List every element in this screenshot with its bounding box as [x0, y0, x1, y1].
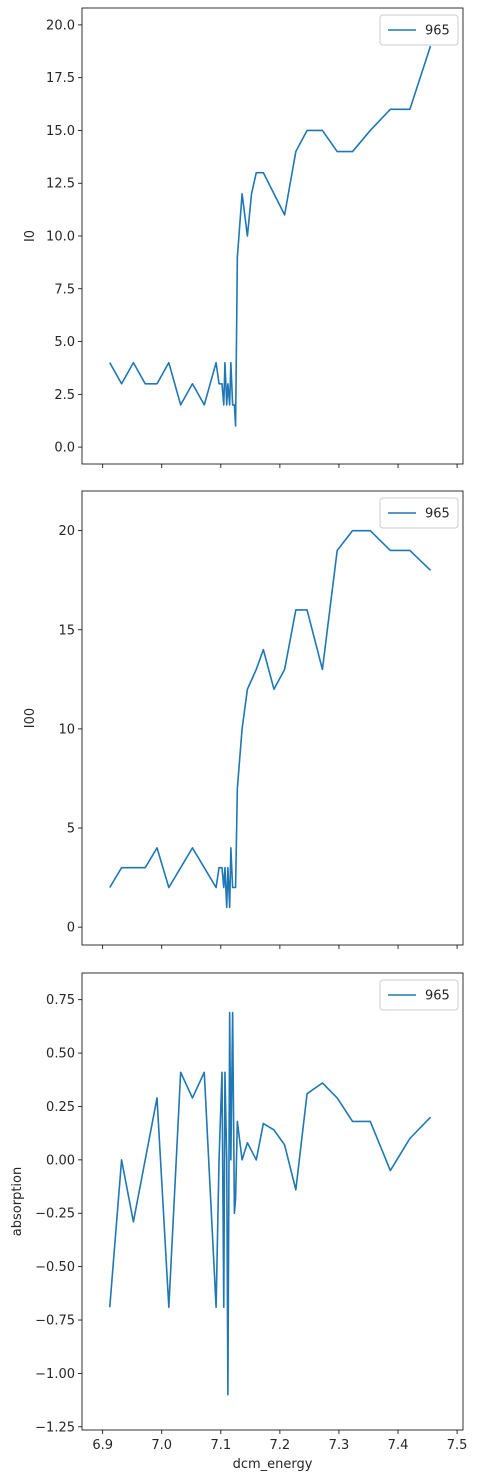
subplot-absorption: −1.25 −1.00 −0.75 −0.50 −0.25 0.00 0.25 0.50 0.7… — [10, 972, 468, 1472]
y-tick-label: 0.75 — [46, 993, 75, 1008]
legend: 965 — [379, 497, 459, 529]
legend-box — [379, 14, 459, 46]
axes-frame — [81, 490, 464, 946]
x-tick-label: 7.4 — [388, 1438, 409, 1453]
y-tick-label: −0.25 — [35, 1207, 75, 1222]
x-axis-label: dcm_energy — [233, 1457, 313, 1472]
y-tick-label: 10 — [58, 722, 75, 737]
legend-label: 965 — [425, 507, 450, 522]
y-tick-label: 17.5 — [46, 71, 75, 86]
x-tick-label: 7.5 — [447, 1438, 468, 1453]
legend: 965 — [379, 14, 459, 46]
y-tick-label: 0.00 — [46, 1153, 75, 1168]
y-tick-label: 5 — [67, 822, 75, 837]
y-axis-label: I0 — [23, 230, 38, 242]
axes-frame — [81, 972, 464, 1431]
x-tick-label: 6.9 — [92, 1438, 113, 1453]
legend: 965 — [379, 979, 459, 1011]
y-tick-label: 2.5 — [54, 388, 75, 403]
y-tick-label: 10.0 — [46, 230, 75, 245]
x-tick-label: 7.0 — [151, 1438, 172, 1453]
series-line-965 — [109, 529, 432, 909]
subplot-i00: 0 5 10 15 20 I00 965 — [23, 490, 464, 949]
legend-box — [379, 497, 459, 529]
y-tick-label: −1.25 — [35, 1420, 75, 1435]
series-line-965 — [109, 45, 432, 427]
y-tick-label: 0.25 — [46, 1100, 75, 1115]
y-tick-label: 15.0 — [46, 124, 75, 139]
axes-frame — [81, 7, 464, 465]
y-tick-label: −0.50 — [35, 1260, 75, 1275]
y-tick-label: 0 — [67, 921, 75, 936]
y-tick-label: 0.0 — [54, 441, 75, 456]
legend-label: 965 — [425, 24, 450, 39]
y-tick-label: −0.75 — [35, 1314, 75, 1329]
y-axis-label: absorption — [10, 1167, 25, 1236]
y-tick-label: 20 — [58, 524, 75, 539]
y-tick-label: 0.50 — [46, 1047, 75, 1062]
legend-label: 965 — [425, 989, 450, 1004]
y-tick-label: 20.0 — [46, 18, 75, 33]
series-line-965 — [108, 1011, 432, 1396]
subplot-i0: 0.0 2.5 5.0 7.5 10.0 12.5 15.0 17.5 20.0 I0 965 — [23, 7, 464, 468]
y-axis-label: I00 — [23, 708, 38, 728]
y-tick-label: 5.0 — [54, 335, 75, 350]
x-tick-label: 7.2 — [270, 1438, 291, 1453]
y-tick-label: 12.5 — [46, 177, 75, 192]
y-tick-label: 15 — [58, 623, 75, 638]
legend-box — [379, 979, 459, 1011]
x-tick-label: 7.3 — [329, 1438, 350, 1453]
y-tick-label: 7.5 — [54, 282, 75, 297]
x-tick-label: 7.1 — [210, 1438, 231, 1453]
y-tick-label: −1.00 — [35, 1367, 75, 1382]
